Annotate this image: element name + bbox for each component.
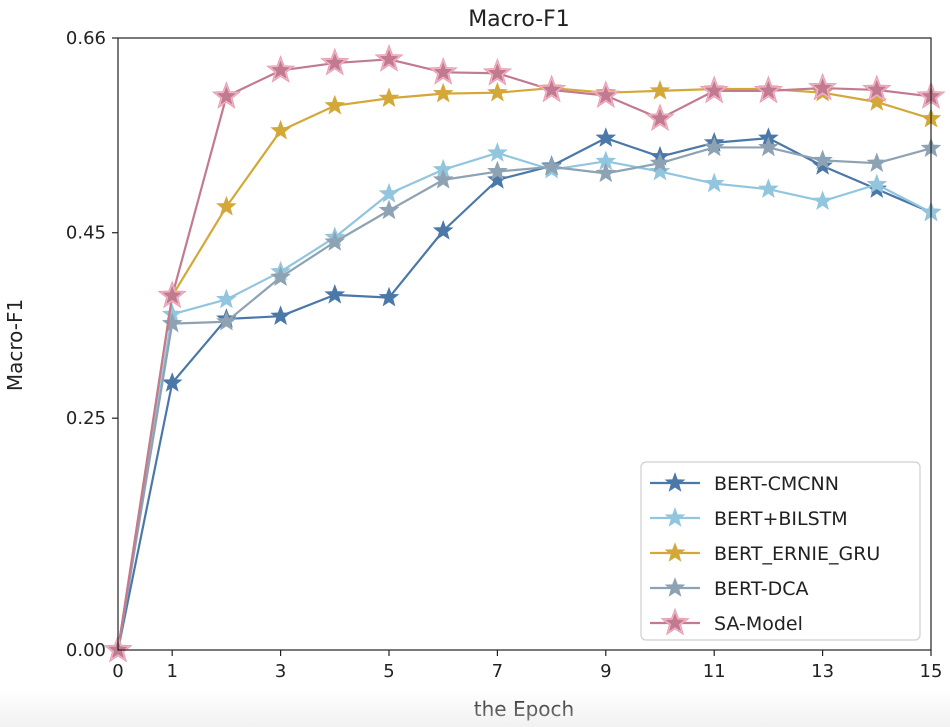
- legend-item-bert-cmcnn: BERT-CMCNN: [650, 472, 839, 495]
- series-sa-model: [103, 43, 946, 663]
- data-point: [596, 85, 616, 104]
- data-point: [650, 108, 670, 127]
- data-point: [866, 173, 888, 194]
- data-point: [432, 220, 454, 240]
- data-point: [324, 283, 346, 304]
- data-point: [487, 81, 508, 102]
- x-tick-label: 11: [703, 661, 726, 682]
- legend-box: [640, 461, 921, 641]
- data-point: [758, 136, 779, 157]
- data-point: [216, 195, 237, 216]
- x-tick-label: 9: [600, 661, 611, 682]
- data-point: [704, 80, 724, 99]
- series-line-bert-cmcnn: [116, 137, 932, 651]
- data-point: [325, 53, 345, 72]
- legend-label: SA-Model: [714, 613, 803, 635]
- data-point: [812, 190, 833, 210]
- data-point: [379, 49, 399, 68]
- y-tick-label: 0.66: [66, 28, 106, 49]
- legend: BERT-CMCNN BERT+BILSTM BERT_ERNIE_GRU BERT-…: [640, 461, 921, 641]
- data-point: [649, 79, 671, 100]
- data-point: [703, 136, 725, 157]
- legend-marker: [664, 507, 686, 527]
- data-point: [324, 94, 346, 115]
- data-point: [866, 152, 888, 172]
- data-point: [487, 169, 508, 189]
- legend-item-sa-model: SA-Model: [650, 607, 803, 636]
- plot-frame: [117, 37, 932, 651]
- data-point: [487, 63, 507, 82]
- data-point: [812, 155, 833, 175]
- data-point: [378, 286, 400, 307]
- data-point: [813, 78, 833, 97]
- data-point: [812, 149, 833, 170]
- series-line-bert-ernie-gru: [116, 86, 932, 651]
- data-point: [378, 87, 400, 108]
- data-point: [270, 119, 291, 140]
- x-tick-label: 7: [492, 661, 503, 682]
- x-axis-title: the Epoch: [474, 697, 574, 721]
- x-tick-label: 1: [166, 661, 177, 682]
- x-tick-label: 0: [112, 661, 123, 682]
- data-point: [595, 162, 617, 183]
- data-point: [324, 231, 346, 251]
- x-tick-label: 15: [920, 661, 943, 682]
- chart-title: Macro-F1: [468, 7, 570, 32]
- legend-label: BERT-CMCNN: [714, 473, 839, 495]
- x-tick-label: 13: [811, 661, 834, 682]
- data-point: [162, 285, 182, 304]
- data-point: [703, 172, 725, 193]
- legend-label: BERT-DCA: [714, 578, 808, 600]
- data-point: [595, 127, 617, 147]
- data-point: [649, 160, 671, 181]
- x-tick-label: 5: [383, 661, 394, 682]
- data-point: [161, 312, 183, 333]
- data-point: [378, 199, 400, 220]
- legend-marker: [664, 542, 686, 562]
- data-point: [216, 310, 237, 331]
- data-point: [487, 160, 508, 181]
- y-tick-label: 0.25: [66, 408, 106, 429]
- ticks-layer: 0 1 3 5 7 9 11 13 150.000.250.450.66: [66, 28, 943, 682]
- series-line-bert-dca: [116, 146, 932, 651]
- data-point: [270, 266, 291, 287]
- data-point: [161, 372, 183, 392]
- y-axis-title: Macro-F1: [3, 299, 27, 391]
- data-point: [649, 152, 671, 172]
- series-line-sa-model: [116, 58, 932, 651]
- series-line-bert-bilstm: [116, 151, 932, 651]
- legend-item-bert-bilstm: BERT+BILSTM: [650, 507, 848, 530]
- legend-marker: [664, 577, 686, 597]
- y-tick-label: 0.00: [66, 640, 106, 661]
- legend-item-bert-dca: BERT-DCA: [650, 577, 808, 600]
- data-point: [758, 178, 779, 198]
- data-point: [542, 79, 562, 99]
- data-point: [432, 169, 454, 189]
- data-point: [271, 60, 291, 79]
- data-point: [378, 182, 400, 203]
- data-point: [432, 82, 454, 103]
- data-point: [216, 288, 237, 309]
- data-point: [270, 305, 291, 325]
- y-tick-label: 0.45: [66, 223, 106, 244]
- data-point: [867, 79, 887, 99]
- legend-label: BERT+BILSTM: [714, 508, 848, 530]
- series-layer: [103, 43, 946, 663]
- legend-item-bert-ernie-gru: BERT_ERNIE_GRU: [650, 542, 880, 565]
- data-point: [541, 156, 562, 176]
- data-point: [216, 86, 236, 105]
- data-point: [487, 142, 508, 162]
- data-point: [433, 62, 453, 81]
- x-tick-label: 3: [275, 661, 286, 682]
- data-point: [758, 80, 778, 99]
- legend-marker: [665, 613, 685, 632]
- legend-marker: [664, 472, 686, 492]
- legend-label: BERT_ERNIE_GRU: [714, 543, 880, 565]
